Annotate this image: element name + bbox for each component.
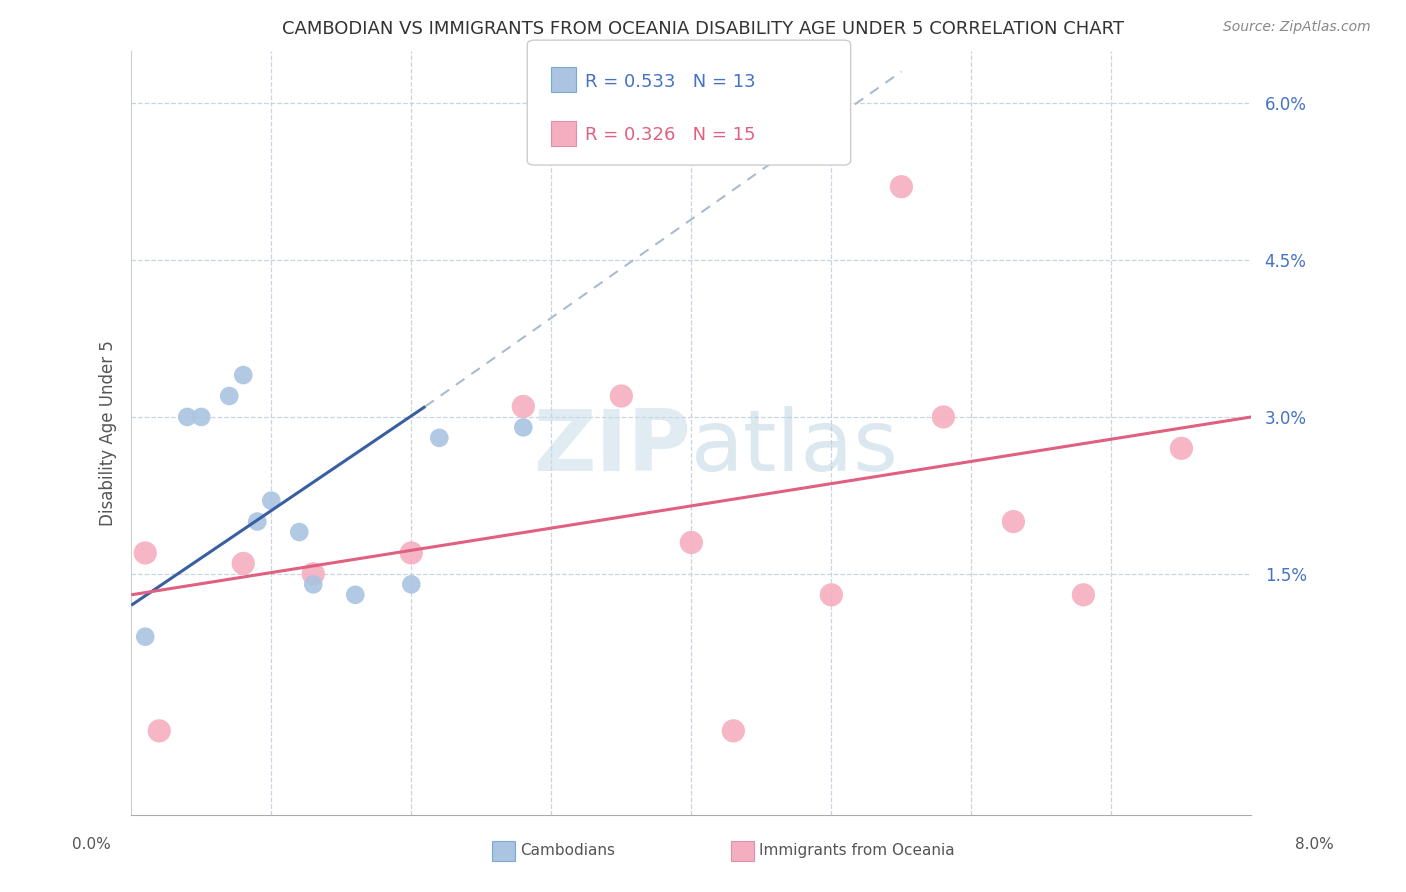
Point — [148, 723, 170, 738]
Point — [302, 566, 325, 581]
Point — [302, 577, 325, 591]
Text: CAMBODIAN VS IMMIGRANTS FROM OCEANIA DISABILITY AGE UNDER 5 CORRELATION CHART: CAMBODIAN VS IMMIGRANTS FROM OCEANIA DIS… — [283, 20, 1123, 37]
Point — [288, 524, 311, 539]
Text: Source: ZipAtlas.com: Source: ZipAtlas.com — [1223, 20, 1371, 34]
Point — [932, 409, 955, 424]
Point — [1170, 442, 1192, 456]
Text: Immigrants from Oceania: Immigrants from Oceania — [759, 844, 955, 858]
Point — [1002, 515, 1025, 529]
Text: 0.0%: 0.0% — [72, 837, 111, 852]
Y-axis label: Disability Age Under 5: Disability Age Under 5 — [100, 340, 117, 525]
Point — [232, 557, 254, 571]
Text: R = 0.533   N = 13: R = 0.533 N = 13 — [585, 73, 755, 91]
Point — [246, 515, 269, 529]
Point — [512, 400, 534, 414]
Text: Cambodians: Cambodians — [520, 844, 616, 858]
Point — [176, 409, 198, 424]
Point — [427, 431, 450, 445]
Point — [260, 493, 283, 508]
Text: R = 0.326   N = 15: R = 0.326 N = 15 — [585, 126, 755, 144]
Point — [512, 420, 534, 434]
Point — [401, 577, 423, 591]
Point — [610, 389, 633, 403]
Point — [218, 389, 240, 403]
Text: 8.0%: 8.0% — [1295, 837, 1334, 852]
Point — [1073, 588, 1095, 602]
Point — [401, 546, 423, 560]
Point — [190, 409, 212, 424]
Point — [232, 368, 254, 382]
Point — [344, 588, 367, 602]
Text: atlas: atlas — [692, 407, 900, 490]
Text: ZIP: ZIP — [534, 407, 692, 490]
Point — [820, 588, 842, 602]
Point — [681, 535, 703, 549]
Point — [134, 546, 156, 560]
Point — [890, 179, 912, 194]
Point — [723, 723, 745, 738]
Point — [134, 630, 156, 644]
